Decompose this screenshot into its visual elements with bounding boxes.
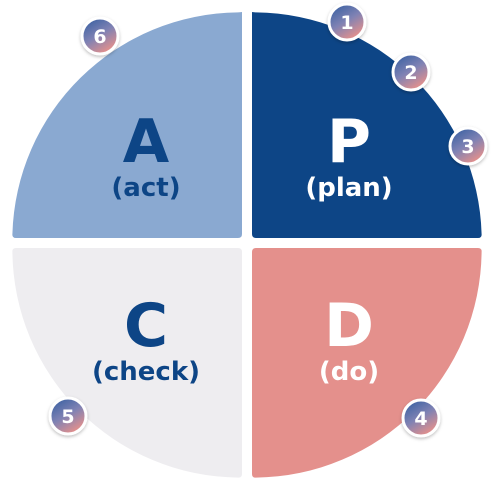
step-number: 5 bbox=[61, 406, 74, 428]
do-quadrant bbox=[252, 248, 482, 478]
step-badge-1: 1 bbox=[327, 2, 367, 42]
act-letter: A bbox=[123, 107, 170, 177]
step-badge-2: 2 bbox=[391, 52, 431, 92]
step-badge-4: 4 bbox=[401, 398, 441, 438]
step-number: 2 bbox=[404, 62, 417, 84]
act-quadrant bbox=[12, 12, 243, 238]
act-label: (act) bbox=[111, 173, 180, 203]
step-number: 1 bbox=[340, 12, 353, 34]
step-badge-6: 6 bbox=[80, 16, 120, 56]
step-number: 6 bbox=[93, 26, 106, 48]
check-letter: C bbox=[124, 291, 168, 361]
step-badge-5: 5 bbox=[48, 396, 88, 436]
plan-letter: P bbox=[327, 107, 371, 177]
step-number: 4 bbox=[414, 408, 427, 430]
step-number: 3 bbox=[461, 136, 474, 158]
step-badge-3: 3 bbox=[448, 126, 488, 166]
check-quadrant bbox=[12, 248, 243, 478]
plan-quadrant bbox=[252, 12, 482, 238]
plan-label: (plan) bbox=[305, 173, 392, 203]
check-label: (check) bbox=[92, 357, 200, 387]
do-letter: D bbox=[324, 291, 374, 361]
do-label: (do) bbox=[319, 357, 379, 387]
